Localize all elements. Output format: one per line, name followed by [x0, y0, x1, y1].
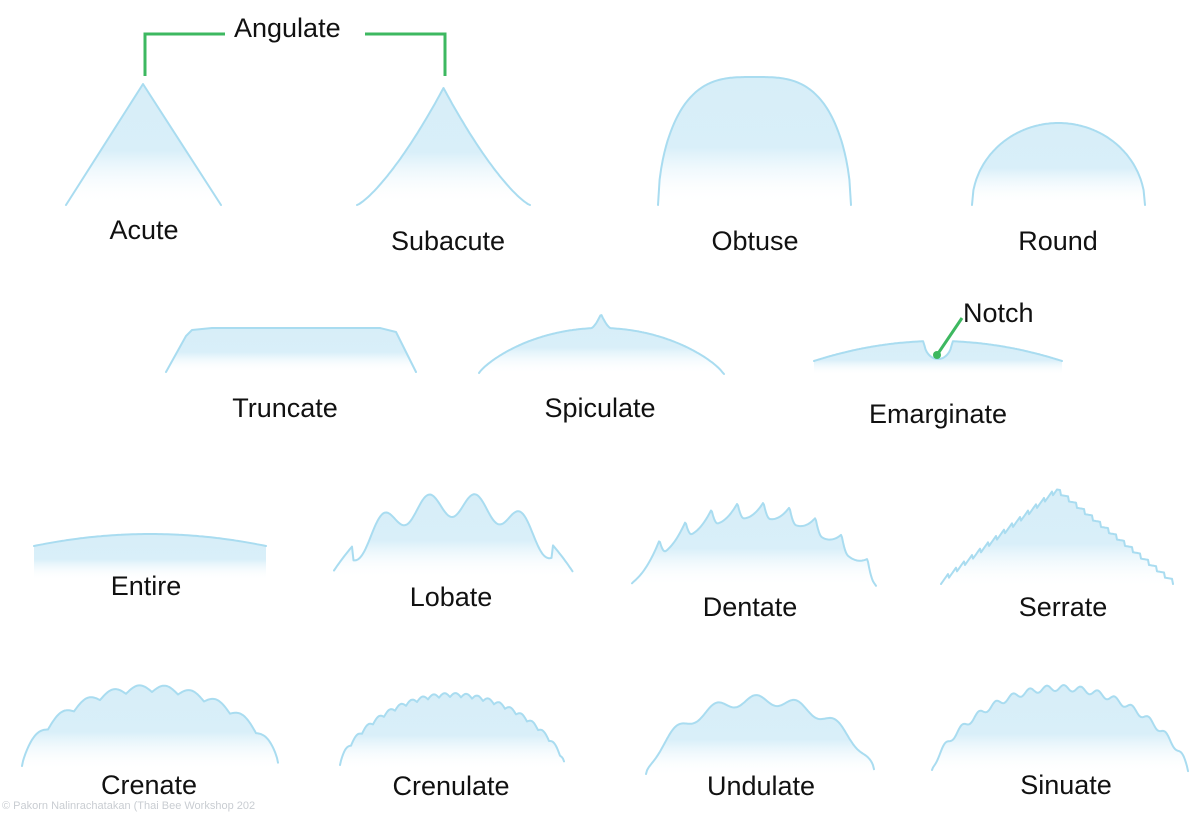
- round-label: Round: [1018, 226, 1098, 256]
- truncate-fill: [166, 328, 416, 372]
- serrate-label: Serrate: [1018, 592, 1108, 622]
- crenate-fill: [22, 685, 278, 770]
- lobate-label: Lobate: [409, 582, 493, 612]
- sinuate-label: Sinuate: [1020, 770, 1112, 800]
- notch-label: Notch: [963, 298, 1034, 328]
- undulate-label: Undulate: [706, 771, 816, 801]
- acute-outline: [65, 83, 222, 206]
- serrate-fill: [941, 489, 1173, 588]
- obtuse-outline: [657, 76, 852, 206]
- sinuate-outline: [931, 684, 1189, 773]
- crenulate-fill: [340, 693, 564, 770]
- crenate-outline: [21, 684, 279, 767]
- dentate-outline: [631, 502, 877, 587]
- spiculate-outline: [478, 314, 725, 375]
- dentate-label: Dentate: [702, 592, 798, 622]
- round-fill: [972, 123, 1145, 205]
- entire-outline: [33, 533, 267, 547]
- spiculate-label: Spiculate: [544, 393, 656, 423]
- subacute-fill: [357, 88, 530, 205]
- notch-pointer-dot: [933, 351, 941, 359]
- subacute-label: Subacute: [390, 226, 506, 256]
- sinuate-fill: [932, 685, 1188, 774]
- undulate-fill: [646, 695, 874, 776]
- entire-label: Entire: [110, 571, 182, 601]
- spiculate-fill: [479, 315, 724, 374]
- acute-label: Acute: [109, 215, 179, 245]
- crenulate-label: Crenulate: [392, 771, 510, 801]
- angulate-bracket: [143, 32, 447, 76]
- serrate-outline: [940, 488, 1174, 585]
- subacute-outline: [356, 87, 531, 206]
- dentate-fill: [632, 503, 876, 586]
- angulate-label: Angulate: [234, 13, 341, 43]
- truncate-label: Truncate: [232, 393, 338, 423]
- undulate-outline: [645, 694, 875, 775]
- truncate-outline: [165, 327, 417, 373]
- round-outline: [971, 122, 1146, 206]
- crenate-label: Crenate: [100, 770, 198, 800]
- lobate-fill: [334, 494, 573, 578]
- lobate-outline: [333, 493, 574, 573]
- acute-fill: [66, 84, 221, 205]
- emarginate-outline: [813, 340, 1063, 362]
- emarginate-fill: [814, 341, 1062, 375]
- crenulate-outline: [339, 692, 565, 766]
- copyright-credit: © Pakorn Nalinrachatakan (Thai Bee Works…: [2, 800, 256, 812]
- obtuse-label: Obtuse: [711, 226, 799, 256]
- emarginate-label: Emarginate: [868, 399, 1008, 429]
- entire-fill: [34, 534, 266, 580]
- obtuse-fill: [658, 77, 851, 205]
- notch-pointer-line: [935, 317, 964, 356]
